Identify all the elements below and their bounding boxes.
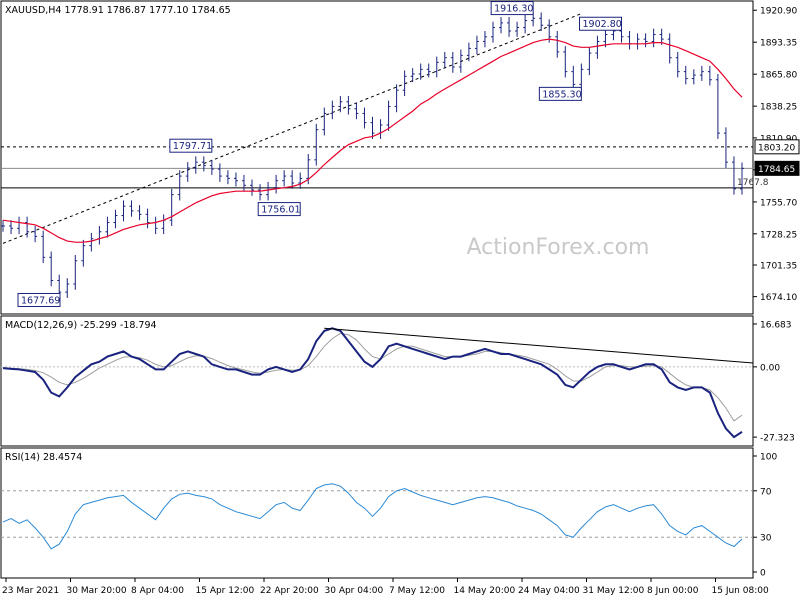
- x-tick-label: 14 May 20:00: [454, 586, 516, 596]
- x-tick-label: 7 May 12:00: [389, 586, 445, 596]
- x-tick-label: 8 Jun 00:00: [647, 586, 699, 596]
- price-annotation-box: [579, 16, 623, 31]
- x-tick-label: 8 Apr 04:00: [131, 586, 184, 596]
- moving-average-line: [2, 38, 743, 243]
- price-y-tick-label: 1701.35: [760, 262, 797, 272]
- price-annotation-label: 1855.30: [542, 89, 581, 100]
- macd-panel-title: MACD(12,26,9) -25.299 -18.794: [5, 320, 157, 331]
- price-y-tick-label: 1755.70: [760, 198, 797, 208]
- price-y-tick-label: 1838.25: [760, 103, 797, 113]
- rsi-panel: 100 70 30 0: [1, 453, 777, 579]
- x-tick-label: 30 Apr 04:00: [325, 586, 384, 596]
- macd-y-tick-label: 16.683: [760, 320, 792, 330]
- x-tick-label: 15 Jun 08:00: [712, 586, 769, 596]
- price-level-box: [754, 160, 800, 176]
- horizontal-line-label: 1767.8: [737, 178, 769, 188]
- watermark: ActionForex.com: [467, 235, 650, 260]
- price-annotation-box: [538, 86, 582, 101]
- price-y-tick-label: 1728.25: [760, 230, 797, 240]
- price-y-tick-label: 1674.10: [760, 293, 797, 303]
- price-annotation-box: [169, 138, 213, 153]
- macd-signal-line: [2, 332, 743, 422]
- trendline: [2, 13, 582, 244]
- x-tick-label: 23 Mar 2021: [2, 586, 59, 596]
- x-axis: 23 Mar 2021 30 Mar 20:00 8 Apr 04:00 15 Apr…: [2, 578, 769, 596]
- rsi-y-tick-label: 70: [760, 487, 772, 497]
- price-annotation-label: 1756.01: [261, 205, 300, 216]
- macd-line: [2, 327, 743, 439]
- rsi-panel-frame: [0, 447, 754, 579]
- macd-y-tick-label: 0.00: [760, 363, 780, 373]
- price-level-label: 1784.65: [758, 165, 795, 175]
- macd-trendline: [324, 327, 754, 364]
- price-y-tick-label: 1865.80: [760, 71, 797, 81]
- macd-y-tick-label: -27.323: [760, 434, 795, 444]
- price-annotation-label: 1916.30: [494, 4, 533, 15]
- rsi-y-tick-label: 100: [760, 453, 777, 463]
- macd-panel: 16.683 0.00 -27.323: [1, 320, 795, 444]
- rsi-panel-title: RSI(14) 28.4574: [5, 452, 82, 463]
- price-y-tick-label: 1920.90: [760, 7, 797, 17]
- price-annotation-label: 1797.71: [173, 141, 212, 152]
- rsi-line: [2, 483, 743, 550]
- price-panel-frame: [0, 0, 754, 315]
- x-tick-label: 24 May 04:00: [518, 586, 580, 596]
- price-level-box: [754, 139, 800, 155]
- price-annotation-box: [17, 292, 61, 307]
- price-annotation-label: 1902.80: [583, 19, 622, 30]
- rsi-y-tick-label: 30: [760, 534, 772, 544]
- x-tick-label: 30 Mar 20:00: [67, 586, 127, 596]
- price-annotation-box: [490, 1, 534, 16]
- x-tick-label: 31 May 12:00: [583, 586, 645, 596]
- x-tick-label: 22 Apr 20:00: [260, 586, 319, 596]
- price-level-label: 1803.20: [758, 143, 795, 153]
- price-panel-title: XAUUSD,H4 1778.91 1786.87 1777.10 1784.6…: [5, 5, 231, 16]
- price-annotation-label: 1677.69: [21, 295, 60, 306]
- x-tick-label: 15 Apr 12:00: [196, 586, 255, 596]
- price-panel: 1920.901893.351865.801838.251810.901784.…: [1, 1, 800, 307]
- price-y-tick-label: 1893.35: [760, 39, 797, 49]
- rsi-y-tick-label: 0: [760, 569, 766, 579]
- macd-panel-frame: [0, 315, 754, 447]
- price-annotation-box: [257, 202, 301, 217]
